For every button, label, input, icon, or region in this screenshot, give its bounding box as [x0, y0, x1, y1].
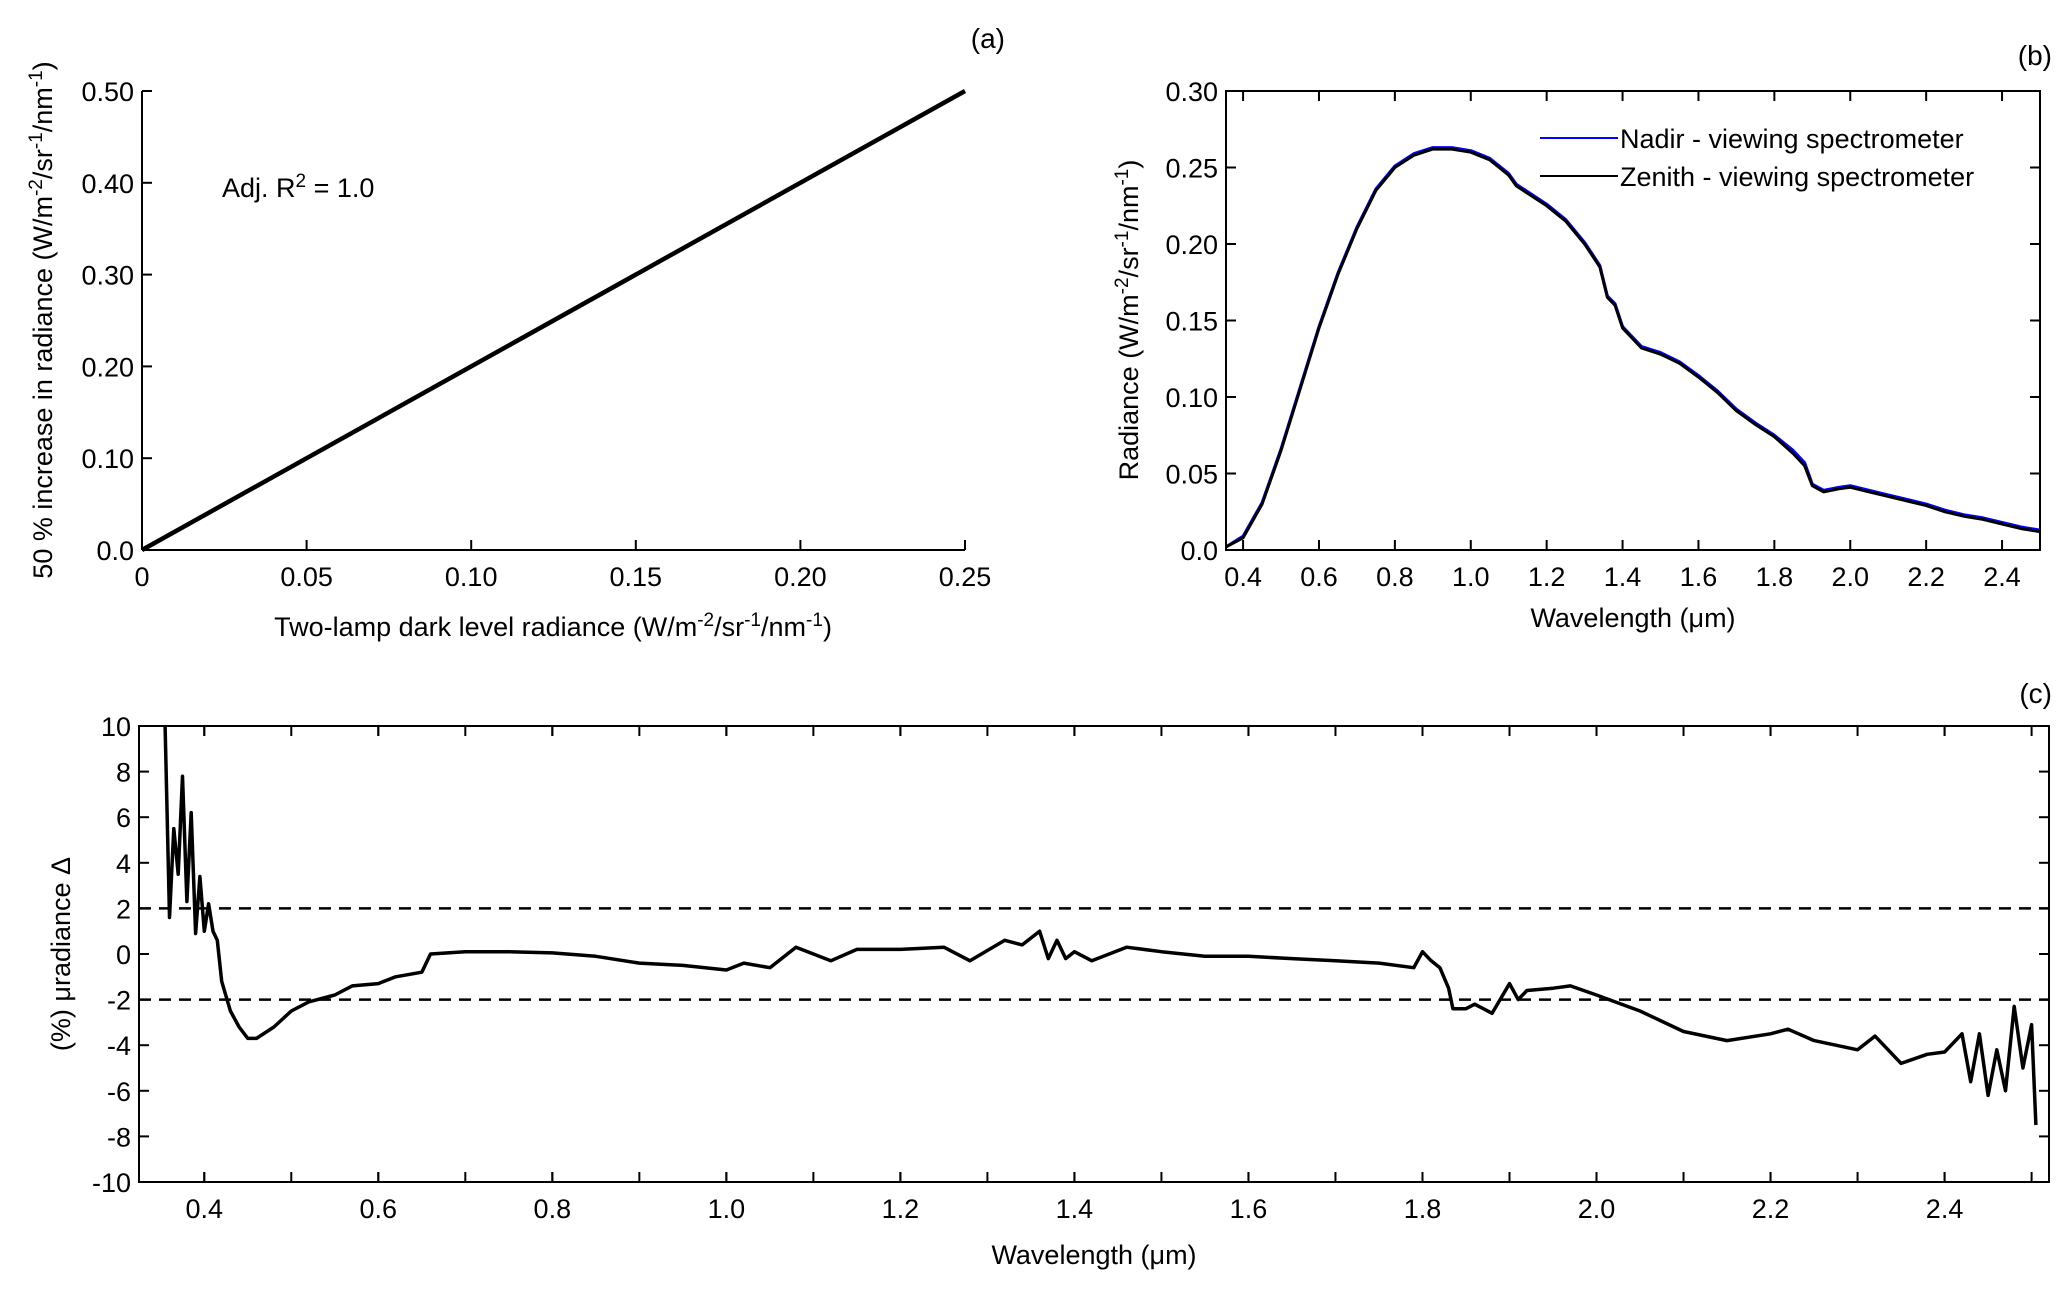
- x-tick-label: 0.25: [939, 562, 992, 592]
- series-line-1: [1225, 146, 2041, 549]
- x-tick-label: 0.4: [1224, 562, 1262, 592]
- x-tick-label: 0.6: [1300, 562, 1338, 592]
- label-part: ): [1114, 160, 1144, 169]
- x-tick-label: 0.4: [185, 1194, 223, 1224]
- y-tick-label: 0.10: [1165, 383, 1218, 413]
- panel-label: (b): [2018, 40, 2052, 71]
- x-tick-label: 2.2: [1752, 1194, 1790, 1224]
- superscript: -1: [26, 70, 47, 87]
- x-tick-label: 0.15: [610, 562, 663, 592]
- y-tick-label: -2: [107, 986, 131, 1016]
- axes-box: [138, 725, 2050, 1183]
- x-tick-label: 1.8: [1756, 562, 1794, 592]
- series-line-2: [1225, 147, 2041, 549]
- superscript: -2: [697, 610, 714, 631]
- y-tick-label: 6: [116, 803, 131, 833]
- axes-box: [1225, 90, 2041, 551]
- superscript: -1: [1112, 231, 1133, 248]
- x-tick-label: 1.6: [1230, 1194, 1268, 1224]
- y-tick-label: 0.50: [81, 77, 134, 107]
- y-tick-label: 0.40: [81, 169, 134, 199]
- superscript: -1: [744, 610, 761, 631]
- label-part: /sr: [714, 612, 744, 642]
- legend-entry: Zenith - viewing spectrometer: [1620, 162, 1974, 192]
- label-part: = 1.0: [306, 173, 374, 203]
- x-tick-label: 2.0: [1831, 562, 1869, 592]
- superscript: -1: [26, 132, 47, 149]
- y-tick-label: -8: [107, 1122, 131, 1152]
- superscript: 2: [296, 171, 307, 192]
- x-axis-label: Wavelength (μm): [991, 1240, 1196, 1270]
- x-axis-label: Wavelength (μm): [1530, 603, 1735, 633]
- panel-b: 0.4 0.6 0.8 1.0 1.2 1.4 1.6 1.8 2.0 2.2 2.4 0.0 0.05…: [1112, 40, 2053, 633]
- y-tick-label: 0.0: [1180, 536, 1218, 566]
- label-part: /nm: [28, 87, 58, 132]
- label-part: 50 % increase in radiance (W/m: [28, 196, 58, 579]
- x-axis-label: Two-lamp dark level radiance (W/m-2/sr-1…: [274, 610, 832, 643]
- y-tick-label: 0.15: [1165, 307, 1218, 337]
- y-tick-label: 0.30: [81, 261, 134, 291]
- label-part: Radiance (W/m: [1114, 294, 1144, 480]
- x-tick-label: 1.4: [1604, 562, 1642, 592]
- x-tick-label: 1.2: [882, 1194, 920, 1224]
- legend-entry: Nadir - viewing spectrometer: [1620, 124, 1964, 154]
- label-part: /sr: [28, 149, 58, 179]
- y-tick-label: 4: [116, 849, 131, 879]
- series-line-1: [140, 89, 967, 552]
- label-part: Adj. R: [222, 173, 296, 203]
- y-tick-label: 0.10: [81, 444, 134, 474]
- x-tick-label: 2.4: [1926, 1194, 1964, 1224]
- y-tick-label: 10: [101, 712, 131, 742]
- x-tick-label: 0: [134, 562, 149, 592]
- y-tick-label: -4: [107, 1031, 131, 1061]
- y-axis-label: Radiance (W/m-2/sr-1/nm-1): [1112, 160, 1145, 481]
- y-tick-label: 0.30: [1165, 77, 1218, 107]
- panel-a: 0 0.05 0.10 0.15 0.20 0.25 0.0 0.10 0.20 0.30 0.40…: [26, 23, 1006, 642]
- annotation: Adj. R2 = 1.0: [222, 171, 374, 204]
- superscript: -1: [806, 610, 823, 631]
- x-tick-label: 0.10: [445, 562, 498, 592]
- y-tick-label: -6: [107, 1077, 131, 1107]
- x-tick-label: 2.2: [1907, 562, 1945, 592]
- y-tick-label: 8: [116, 758, 131, 788]
- x-tick-label: 0.20: [774, 562, 827, 592]
- panel-c: 0.4 0.6 0.8 1.0 1.2 1.4 1.6 1.8 2.0 2.2 2.4 -10 -8 -6…: [46, 678, 2052, 1270]
- label-part: Two-lamp dark level radiance (W/m: [274, 612, 697, 642]
- label-part: /sr: [1114, 247, 1144, 277]
- x-tick-label: 0.8: [534, 1194, 572, 1224]
- x-tick-label: 0.6: [360, 1194, 398, 1224]
- label-part: /nm: [1114, 186, 1144, 231]
- y-tick-label: 0.0: [96, 536, 134, 566]
- superscript: -2: [26, 179, 47, 196]
- superscript: -2: [1112, 277, 1133, 294]
- y-tick-label: 0.20: [1165, 230, 1218, 260]
- x-tick-label: 2.0: [1578, 1194, 1616, 1224]
- x-tick-label: 1.0: [708, 1194, 746, 1224]
- y-tick-label: 0.25: [1165, 154, 1218, 184]
- x-tick-label: 1.8: [1404, 1194, 1442, 1224]
- superscript: -1: [1112, 169, 1133, 186]
- x-tick-label: 2.4: [1983, 562, 2021, 592]
- label-part: /nm: [761, 612, 806, 642]
- label-part: ): [823, 612, 832, 642]
- y-tick-label: 0.05: [1165, 460, 1218, 490]
- x-tick-label: 1.0: [1452, 562, 1490, 592]
- y-axis-label: (%) μradiance Δ: [46, 857, 76, 1051]
- y-tick-label: 0.20: [81, 352, 134, 382]
- x-tick-label: 0.8: [1376, 562, 1414, 592]
- y-tick-label: -10: [92, 1168, 131, 1198]
- y-tick-label: 2: [116, 894, 131, 924]
- x-tick-label: 0.05: [280, 562, 333, 592]
- x-tick-label: 1.4: [1056, 1194, 1094, 1224]
- panel-label: (c): [2019, 678, 2052, 709]
- y-axis-label: 50 % increase in radiance (W/m-2/sr-1/nm…: [26, 61, 59, 578]
- panel-label: (a): [971, 23, 1005, 54]
- series-line-1: [163, 725, 2038, 1126]
- y-tick-label: 0: [116, 940, 131, 970]
- label-part: ): [28, 61, 58, 70]
- x-tick-label: 1.6: [1680, 562, 1718, 592]
- x-tick-label: 1.2: [1528, 562, 1566, 592]
